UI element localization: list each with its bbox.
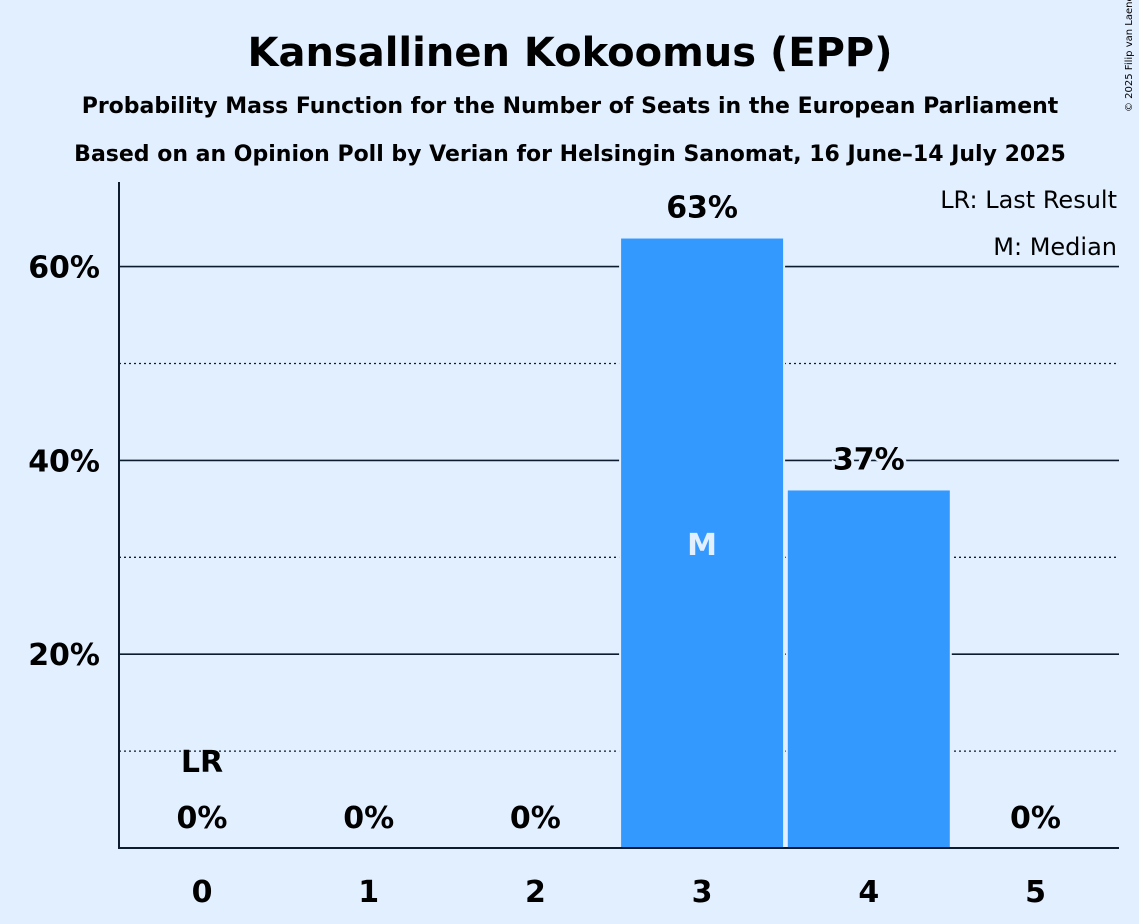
x-tick-label-4: 4 [858, 875, 879, 910]
value-label-3: 63% [666, 191, 738, 226]
median-marker: M [687, 528, 717, 563]
chart-title: Kansallinen Kokoomus (EPP) [247, 30, 892, 76]
gridlines [119, 265, 1119, 752]
tick-labels: 20% 40% 60% 0 1 2 3 4 5 [28, 251, 1046, 910]
y-tick-label-0: 20% [28, 638, 100, 673]
y-tick-label-1: 40% [28, 444, 100, 479]
x-tick-label-1: 1 [358, 875, 379, 910]
chart-subtitle: Probability Mass Function for the Number… [82, 94, 1059, 119]
value-label-1: 0% [343, 801, 394, 836]
x-tick-label-5: 5 [1025, 875, 1046, 910]
x-tick-label-2: 2 [525, 875, 546, 910]
value-label-5: 0% [1010, 801, 1061, 836]
bar-4 [785, 488, 952, 849]
legend-entry-0: LR: Last Result [940, 186, 1117, 214]
x-tick-label-0: 0 [192, 875, 213, 910]
copyright-note: © 2025 Filip van Laenen [1124, 0, 1135, 112]
value-label-2: 0% [510, 801, 561, 836]
value-label-4: 37% [833, 442, 905, 477]
value-label-0: 0% [177, 801, 228, 836]
bar-labels: 0% 0% 0% 63% 37% 0% LR M [177, 191, 1061, 836]
bars [619, 236, 952, 849]
legend-entry-1: M: Median [993, 233, 1117, 261]
y-tick-label-2: 60% [28, 251, 100, 286]
bar-3 [619, 236, 786, 849]
axes [118, 182, 1119, 849]
last-result-marker: LR [181, 745, 223, 780]
legend: LR: Last Result M: Median [936, 182, 1121, 265]
x-tick-label-3: 3 [692, 875, 713, 910]
chart-subtitle-poll: Based on an Opinion Poll by Verian for H… [74, 142, 1066, 167]
